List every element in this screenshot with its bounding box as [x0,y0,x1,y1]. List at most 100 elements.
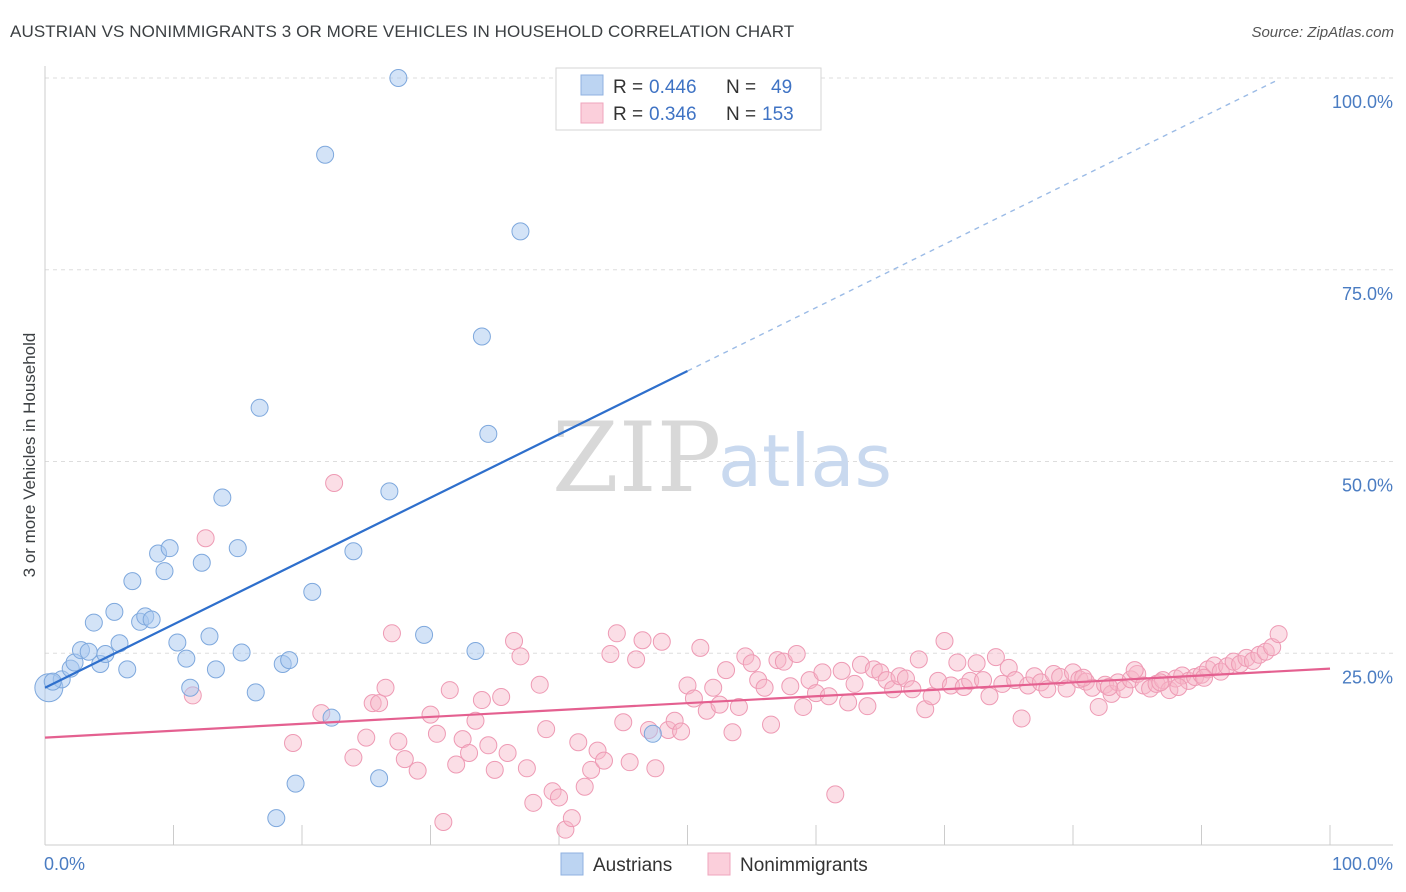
nonimmigrants-point [652,632,671,651]
austrians-point [466,641,485,660]
nonimmigrants-point [485,760,504,779]
nonimmigrants-point [781,677,800,696]
nonimmigrants-point [684,689,703,708]
nonimmigrants-point [665,711,684,730]
source-label: Source: ZipAtlas.com [1251,24,1394,41]
nonimmigrants-point [1089,697,1108,716]
nonimmigrants-point [749,671,768,690]
nonimmigrants-point [633,631,652,650]
austrians-point [213,488,232,507]
nonimmigrants-point [492,687,511,706]
austrians-point [479,424,498,443]
austrians-point [472,327,491,346]
y-tick-labels: 25.0% 50.0% 75.0% 100.0% [1332,92,1393,687]
nonimmigrants-point [562,809,581,828]
nonimmigrants-point [627,650,646,669]
chart-title: AUSTRIAN VS NONIMMIGRANTS 3 OR MORE VEHI… [10,22,795,41]
nonimmigrants-point [196,529,215,548]
nonimmigrants-point [594,751,613,770]
legend-r-label: R = [613,77,643,98]
nonimmigrants-point [325,473,344,492]
nonimmigrants-point [845,674,864,693]
austrians-point [192,553,211,572]
nonimmigrants-points [183,473,1288,839]
watermark-atlas: atlas [718,419,892,503]
austrians-point [142,610,161,629]
austrians-point [181,678,200,697]
nonimmigrants-point [768,651,787,670]
nonimmigrants-point [948,653,967,672]
nonimmigrants-point [511,647,530,666]
nonimmigrants-point [755,678,774,697]
nonimmigrants-point [974,671,993,690]
x-tick-labels: 0.0% 100.0% [44,854,1393,874]
austrians-trend-line [44,370,688,689]
nonimmigrants-point [896,669,915,688]
nonimmigrants-point [961,671,980,690]
austrians-point [168,633,187,652]
watermark: ZIP atlas [552,402,892,514]
nonimmigrants-point [524,793,543,812]
nonimmigrants-point [794,697,813,716]
legend-n-label: N = [726,104,756,125]
austrians-point [389,69,408,87]
austrians-point [415,625,434,644]
nonimmigrants-point [620,753,639,772]
nonimmigrants-point [1012,709,1031,728]
austrians-points [34,69,662,828]
nonimmigrants-point [980,687,999,706]
nonimmigrants-point [1263,638,1282,657]
austrians-point [246,683,265,702]
nonimmigrants-point [1031,673,1050,692]
trend-lines [44,78,1331,739]
nonimmigrants-trend-line [44,667,1331,739]
nonimmigrants-point [614,713,633,732]
nonimmigrants-point [472,691,491,710]
nonimmigrants-point [440,681,459,700]
nonimmigrants-point [466,711,485,730]
x-tick-label: 0.0% [44,854,85,874]
nonimmigrants-point [839,693,858,712]
nonimmigrants-point [884,680,903,699]
austrians-point [380,482,399,501]
austrians-point [280,651,299,670]
austrians-point [267,809,286,828]
austrians-point [232,643,251,662]
nonimmigrants-point [871,663,890,682]
austrians-point [118,660,137,679]
nonimmigrants-point [909,650,928,669]
nonimmigrants-point [517,759,536,778]
y-tick-label: 75.0% [1342,284,1393,304]
nonimmigrants-point [742,654,761,673]
nonimmigrants-point [447,755,466,774]
nonimmigrants-point [575,777,594,796]
legend-r-label: R = [613,104,643,125]
nonimmigrants-point [691,638,710,657]
bottom-legend-swatch-austrians [560,852,584,876]
nonimmigrants-point [787,645,806,664]
nonimmigrants-point [601,645,620,664]
austrians-point [228,539,247,558]
austrians-point [250,398,269,417]
austrians-point [160,539,179,558]
nonimmigrants-point [479,736,498,755]
austrians-point [344,542,363,561]
nonimmigrants-point [717,661,736,680]
nonimmigrants-point [967,654,986,673]
y-axis-title: 3 or more Vehicles in Household [20,333,39,578]
legend-n-value: 49 [771,77,792,98]
nonimmigrants-point [826,785,845,804]
y-tick-label: 25.0% [1342,667,1393,687]
nonimmigrants-point [582,760,601,779]
austrians-point [155,562,174,581]
watermark-zip: ZIP [552,402,721,514]
nonimmigrants-point [935,631,954,650]
austrians-point [84,613,103,632]
austrians-point [123,572,142,591]
nonimmigrants-point [505,631,524,650]
legend-n-label: N = [726,77,756,98]
x-tick-label: 100.0% [1332,854,1393,874]
austrians-point [200,627,219,646]
nonimmigrants-point [389,732,408,751]
